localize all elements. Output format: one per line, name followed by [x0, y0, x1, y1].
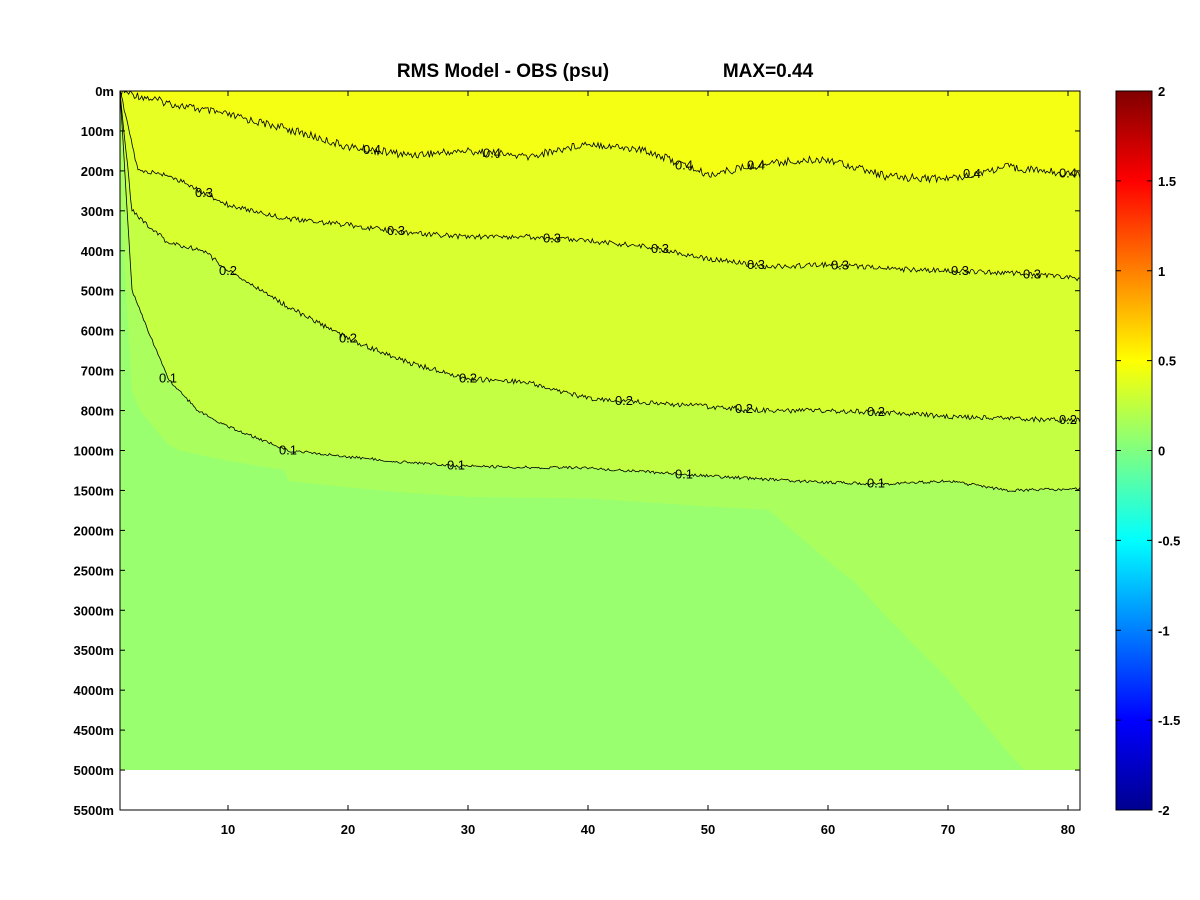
contour-label: 0.2: [339, 331, 357, 346]
contour-label: 0.4: [483, 145, 501, 160]
y-tick-label: 4000m: [74, 683, 114, 698]
contour-label: 0.3: [951, 263, 969, 278]
y-tick-label: 800m: [81, 404, 114, 419]
x-tick-label: 30: [461, 822, 475, 837]
colorbar-tick-label: 2: [1158, 84, 1165, 99]
colorbar-tick-label: -1.5: [1158, 713, 1180, 728]
y-tick-label: 3500m: [74, 643, 114, 658]
colorbar-tick-label: 0: [1158, 444, 1165, 459]
y-tick-label: 1000m: [74, 444, 114, 459]
y-tick-label: 1500m: [74, 483, 114, 498]
color-field: [120, 91, 1080, 770]
colorbar-tick-label: 1.5: [1158, 174, 1176, 189]
contour-label: 0.3: [195, 185, 213, 200]
y-axis: 0m 100m 200m 300m 400m 500m 600m 700m 800m 1000m 1…: [74, 84, 1080, 818]
x-axis: 10 20 30 40 50 60 70 80: [221, 91, 1075, 837]
contour-label: 0.4: [675, 157, 693, 172]
y-tick-label: 4500m: [74, 723, 114, 738]
contour-label: 0.1: [447, 458, 465, 473]
contour-label: 0.2: [1059, 412, 1077, 427]
region-band-04: [120, 91, 1080, 179]
contour-label: 0.3: [831, 258, 849, 273]
contour-lines: [120, 91, 1080, 493]
y-tick-label: 600m: [81, 324, 114, 339]
contour-label: 0.2: [615, 393, 633, 408]
contour-label: 0.4: [363, 142, 381, 157]
contour-label: 0.4: [747, 157, 765, 172]
x-tick-label: 40: [581, 822, 595, 837]
contour-label: 0.2: [219, 263, 237, 278]
contour-label: 0.1: [279, 443, 297, 458]
contour-line-0-4: [120, 91, 1080, 184]
contour-line-0-1: [120, 91, 1080, 493]
y-tick-label: 0m: [95, 84, 114, 99]
y-tick-label: 5000m: [74, 763, 114, 778]
y-tick-label: 3000m: [74, 603, 114, 618]
contour-line-0-2: [120, 91, 1080, 424]
chart-title: RMS Model - OBS (psu): [397, 61, 609, 82]
contour-label: 0.1: [867, 476, 885, 491]
y-tick-label: 700m: [81, 364, 114, 379]
y-tick-label: 200m: [81, 164, 114, 179]
contour-label: 0.1: [675, 466, 693, 481]
colorbar-tick-label: -2: [1158, 803, 1170, 818]
x-tick-label: 50: [701, 822, 715, 837]
chart-max-annotation: MAX=0.44: [723, 61, 814, 82]
y-tick-label: 2500m: [74, 563, 114, 578]
colorbar-tick-label: 1: [1158, 264, 1165, 279]
contour-labels: 0.4 0.4 0.4 0.4 0.4 0.4 0.3 0.3 0.3 0.3 0.3 0.3 0.3 0…: [159, 142, 1077, 491]
y-tick-label: 5500m: [74, 803, 114, 818]
contour-label: 0.2: [459, 371, 477, 386]
contour-label: 0.2: [867, 404, 885, 419]
contour-label: 0.3: [543, 230, 561, 245]
contour-line-0-3: [120, 91, 1080, 282]
y-tick-label: 300m: [81, 204, 114, 219]
x-tick-label: 20: [341, 822, 355, 837]
contour-label: 0.3: [1023, 267, 1041, 282]
colorbar-tick-label: -0.5: [1158, 533, 1180, 548]
colorbar-tick-label: -1: [1158, 623, 1170, 638]
colorbar: [1115, 90, 1153, 811]
y-tick-label: 500m: [81, 284, 114, 299]
y-tick-label: 2000m: [74, 523, 114, 538]
colorbar-ticks: 2 1.5 1 0.5 0 -0.5 -1 -1.5 -2: [1116, 84, 1180, 818]
contour-label: 0.3: [747, 257, 765, 272]
contour-label: 0.4: [963, 166, 981, 181]
contour-label: 0.2: [735, 401, 753, 416]
contour-label: 0.4: [1059, 166, 1077, 181]
x-tick-label: 10: [221, 822, 235, 837]
y-tick-label: 400m: [81, 244, 114, 259]
x-tick-label: 60: [821, 822, 835, 837]
contour-label: 0.1: [159, 371, 177, 386]
x-tick-label: 80: [1061, 822, 1075, 837]
y-tick-label: 100m: [81, 124, 114, 139]
contour-label: 0.3: [651, 241, 669, 256]
colorbar-tick-label: 0.5: [1158, 354, 1176, 369]
contour-label: 0.3: [387, 223, 405, 238]
x-tick-label: 70: [941, 822, 955, 837]
